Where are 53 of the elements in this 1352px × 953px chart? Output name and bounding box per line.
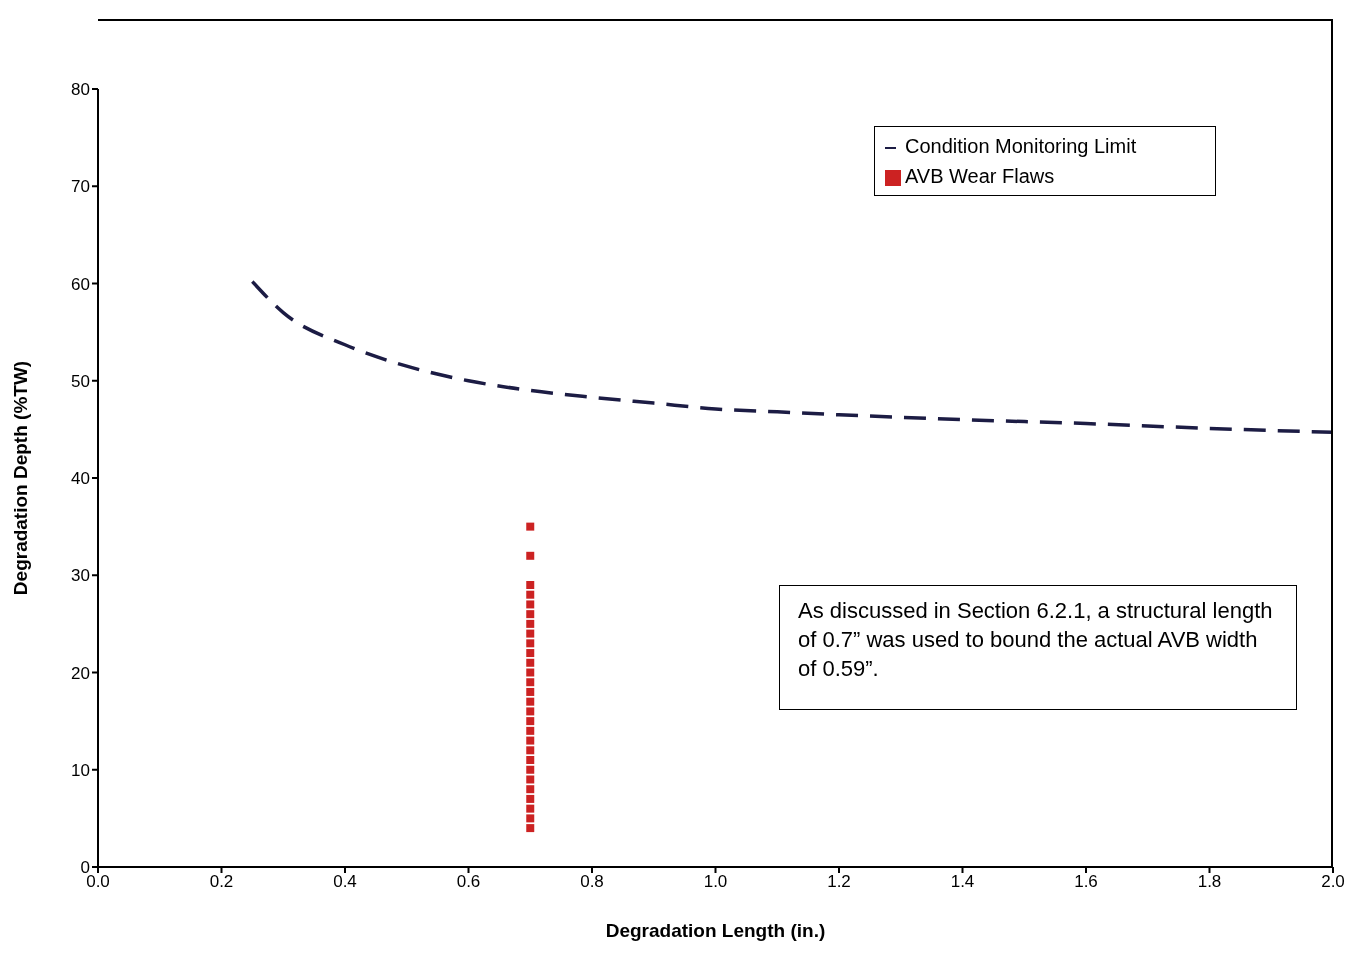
x-tick-label: 1.2 [827, 872, 851, 892]
y-tick-label: 70 [71, 177, 90, 197]
x-tick-label: 0.4 [333, 872, 357, 892]
y-tick-label: 10 [71, 760, 90, 780]
x-tick-label: 0.8 [580, 872, 604, 892]
y-tick-label: 80 [71, 80, 90, 100]
x-tick-label: 1.8 [1197, 872, 1222, 892]
y-tick-label: 50 [71, 371, 90, 391]
line-series [250, 279, 1333, 435]
point [526, 658, 535, 667]
point [526, 649, 535, 658]
x-tick-label: 1.4 [950, 872, 975, 892]
x-tick-label: 1.6 [1074, 872, 1098, 892]
point [526, 746, 535, 755]
point [526, 668, 535, 677]
point [526, 600, 535, 609]
x-tick-label: 0.6 [456, 872, 481, 892]
y-tick-label: 60 [71, 274, 90, 294]
point [526, 590, 535, 599]
point [526, 629, 535, 638]
point [526, 619, 535, 628]
legend-label: Condition Monitoring Limit [905, 135, 1137, 157]
point [526, 726, 535, 735]
point [526, 639, 535, 648]
point [526, 736, 535, 745]
legend-label: AVB Wear Flaws [905, 165, 1055, 187]
point [526, 814, 535, 823]
point [526, 775, 535, 784]
point [526, 551, 535, 560]
point [526, 707, 535, 716]
point [526, 697, 535, 706]
point [526, 580, 535, 589]
y-axis-title: Degradation Depth (%TW) [9, 360, 31, 596]
point [526, 785, 535, 794]
x-tick-label: 0.2 [209, 872, 234, 892]
point [526, 687, 535, 696]
point [526, 610, 535, 619]
x-axis-title: Degradation Length (in.) [605, 920, 826, 941]
point [526, 678, 535, 687]
point [526, 756, 535, 765]
y-tick-label: 40 [71, 469, 90, 489]
x-tick-label: 0.0 [86, 872, 110, 892]
point [526, 522, 535, 531]
y-tick-label: 20 [71, 663, 90, 683]
point [526, 765, 535, 774]
point [526, 824, 535, 833]
point [526, 717, 535, 726]
x-tick-label: 2.0 [1321, 872, 1345, 892]
y-tick-label: 30 [71, 566, 90, 586]
point [526, 804, 535, 813]
point [526, 794, 535, 803]
x-tick-label: 1.0 [703, 872, 728, 892]
annotation: As discussed in Section 6.2.1, a structural length of 0.7” was used to bound the actual AVB width of 0.59”. [779, 585, 1297, 710]
